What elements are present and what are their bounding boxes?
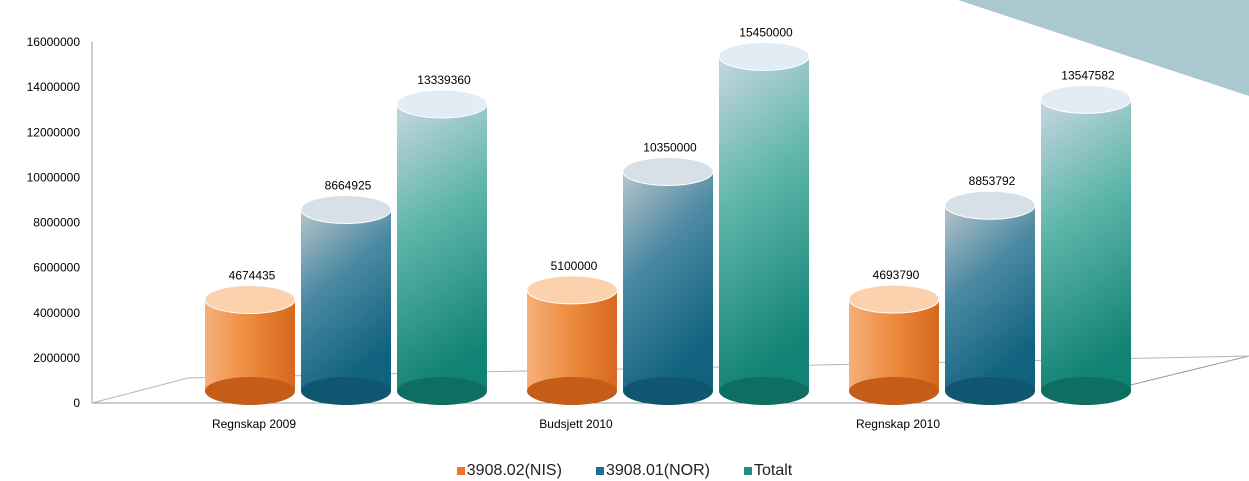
- data-label: 15450000: [739, 25, 793, 39]
- bar-top: [718, 41, 810, 71]
- y-tick-label: 14000000: [27, 80, 81, 94]
- category-label: Regnskap 2009: [212, 417, 296, 431]
- bar-body: [205, 299, 295, 391]
- bar-totalt: [718, 41, 810, 405]
- legend-label: Totalt: [753, 461, 793, 479]
- y-tick-label: 6000000: [33, 261, 80, 275]
- bar-top: [526, 275, 618, 305]
- data-label: 5100000: [551, 259, 598, 273]
- y-tick-label: 16000000: [27, 35, 81, 49]
- bar-chart: 0 2000000 4000000 6000000 8000000 10000000 120…: [27, 0, 1249, 431]
- bar-nor: [300, 194, 392, 405]
- data-label: 10350000: [643, 140, 697, 154]
- y-tick-label: 12000000: [27, 125, 81, 139]
- chart-legend: 3908.02(NIS) 3908.01(NOR) Totalt: [0, 460, 1249, 481]
- category-label: Regnskap 2010: [856, 417, 940, 431]
- bar-nis: [526, 275, 618, 405]
- category-label: Budsjett 2010: [539, 417, 613, 431]
- bar-nis: [848, 284, 940, 405]
- bar-base: [623, 377, 713, 405]
- legend-item-totalt: Totalt: [743, 461, 793, 480]
- data-label: 4693790: [873, 268, 920, 282]
- corner-decoration-shape: [958, 0, 1249, 96]
- legend-item-nor: 3908.01(NOR): [595, 461, 710, 480]
- data-label: 8664925: [325, 178, 372, 192]
- legend-swatch: [595, 466, 604, 475]
- bar-nor: [944, 190, 1036, 405]
- legend-swatch: [456, 466, 465, 475]
- data-label: 4674435: [229, 269, 276, 283]
- bar-body: [849, 299, 939, 391]
- bar-body: [301, 209, 391, 391]
- bar-body: [527, 289, 617, 391]
- bar-top: [944, 190, 1036, 220]
- bar-body: [945, 205, 1035, 391]
- legend-swatch: [743, 466, 752, 475]
- labels-layer: 0 2000000 4000000 6000000 8000000 10000000 120…: [27, 25, 1115, 431]
- bars-layer: [204, 41, 1132, 405]
- bar-body: [397, 104, 487, 391]
- bar-base: [205, 377, 295, 405]
- bar-base: [301, 377, 391, 405]
- legend-label: 3908.01(NOR): [605, 461, 710, 479]
- bar-top: [300, 194, 392, 224]
- bar-body: [623, 171, 713, 391]
- y-tick-label: 8000000: [33, 216, 80, 230]
- bar-nor: [622, 156, 714, 405]
- bar-base: [849, 377, 939, 405]
- bar-base: [1041, 377, 1131, 405]
- bar-top: [848, 284, 940, 314]
- bar-base: [945, 377, 1035, 405]
- bar-base: [719, 377, 809, 405]
- y-tick-label: 10000000: [27, 170, 81, 184]
- bar-body: [719, 56, 809, 392]
- bar-top: [396, 89, 488, 119]
- bar-totalt: [396, 89, 488, 405]
- legend-item-nis: 3908.02(NIS): [456, 461, 562, 480]
- floor-front-edge: [92, 355, 1249, 404]
- bar-totalt: [1040, 84, 1132, 405]
- bar-top: [204, 285, 296, 315]
- bar-nis: [204, 285, 296, 405]
- y-tick-label: 0: [73, 396, 80, 410]
- data-label: 13547582: [1061, 68, 1115, 82]
- bar-top: [1040, 84, 1132, 114]
- legend-label: 3908.02(NIS): [466, 461, 562, 479]
- bar-base: [527, 377, 617, 405]
- y-tick-label: 2000000: [33, 351, 80, 365]
- data-label: 8853792: [969, 174, 1016, 188]
- y-tick-label: 4000000: [33, 306, 80, 320]
- bar-top: [622, 156, 714, 186]
- bar-body: [1041, 99, 1131, 392]
- bar-base: [397, 377, 487, 405]
- data-label: 13339360: [417, 73, 471, 87]
